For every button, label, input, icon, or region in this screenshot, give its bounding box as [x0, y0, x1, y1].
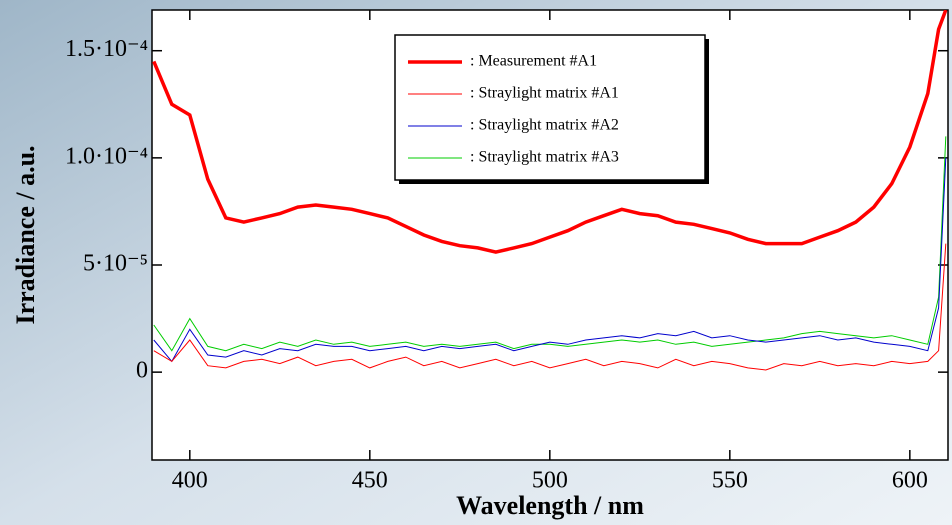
- legend-label: : Straylight matrix #A3: [470, 149, 619, 166]
- x-tick-label: 550: [712, 468, 748, 494]
- x-axis-label: Wavelength / nm: [456, 491, 644, 520]
- y-tick-label: 5·10⁻⁵: [83, 251, 148, 277]
- x-tick-label: 600: [892, 468, 928, 494]
- series-line: [152, 10, 948, 254]
- legend: : Measurement #A1 : Straylight matrix #A1…: [394, 34, 709, 184]
- legend-label: : Straylight matrix #A1: [470, 85, 619, 102]
- series-line: [153, 243, 947, 371]
- x-tick-label: 400: [172, 468, 208, 494]
- legend-box: [394, 34, 706, 181]
- series-line: [153, 157, 947, 363]
- x-tick-label: 450: [352, 468, 388, 494]
- legend-label: : Straylight matrix #A2: [470, 117, 619, 134]
- y-tick-label: 1.0·10⁻⁴: [65, 143, 148, 169]
- y-tick-label: 1.5·10⁻⁴: [65, 36, 148, 62]
- x-tick-label: 500: [532, 468, 568, 494]
- y-axis-label: Irradiance / a.u.: [11, 145, 40, 324]
- y-tick-label: 0: [136, 358, 148, 384]
- series-line: [153, 136, 947, 352]
- legend-label: : Measurement #A1: [470, 53, 597, 70]
